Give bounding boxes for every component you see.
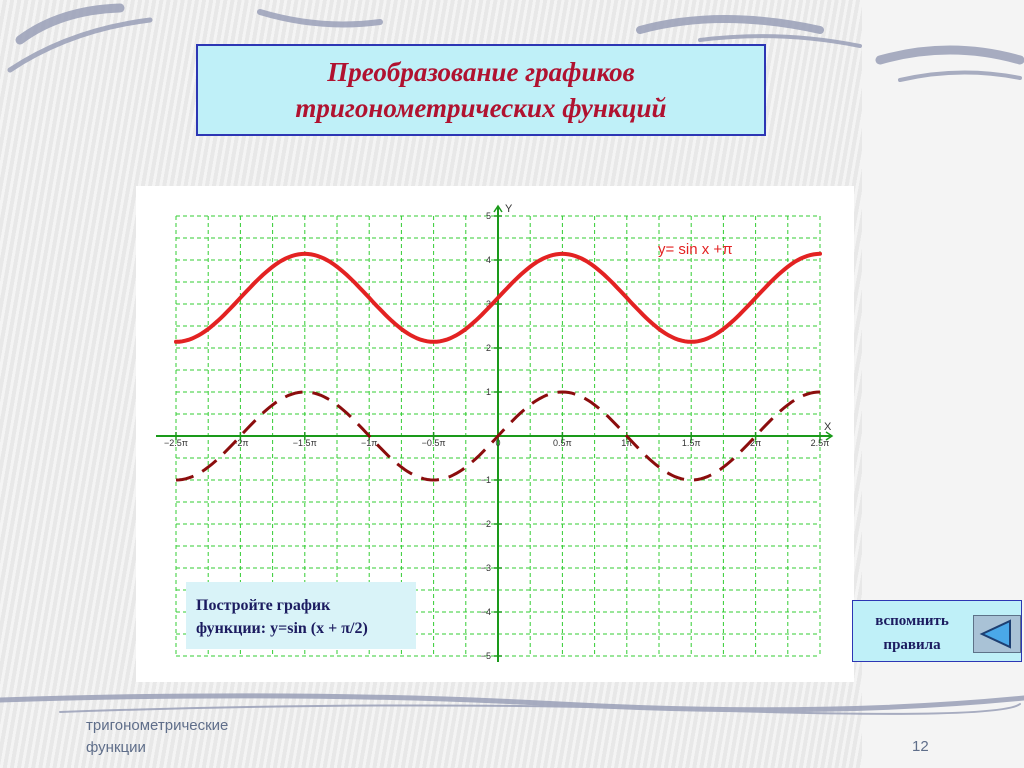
x-tick-label: −1π [361, 438, 377, 448]
x-tick-label: 0.5π [553, 438, 572, 448]
y-tick-label: 4 [486, 255, 491, 265]
y-tick-label: 5 [486, 211, 491, 221]
x-axis-arrow [825, 431, 834, 441]
x-tick-label: 0 [495, 438, 500, 448]
x-tick-label: −2π [232, 438, 248, 448]
y-tick-label: 1 [486, 387, 491, 397]
x-axis-label: X [824, 421, 832, 433]
task-box: Постройте график функции: y=sin (x + π/2… [186, 582, 416, 649]
task-line-2: функции: y=sin (x + π/2) [196, 620, 368, 637]
remind-rules-box[interactable]: вспомнить правила [852, 600, 1022, 662]
left-triangle-icon [979, 619, 1011, 649]
x-tick-label: −2.5π [164, 438, 188, 448]
task-line-1: Постройте график [196, 597, 331, 614]
footer-topic: тригонометрические функции [86, 715, 228, 759]
title-line-2: тригонометрических функций [295, 93, 667, 123]
series-shifted-curve [174, 251, 822, 344]
page-number: 12 [912, 738, 929, 755]
series-base-curve [175, 390, 821, 482]
title-box: Преобразование графиков тригонометрическ… [196, 44, 766, 136]
y-tick-label: −5 [481, 651, 491, 661]
x-tick-label: 2.5π [811, 438, 830, 448]
y-tick-label: −4 [481, 607, 491, 617]
back-button[interactable] [973, 615, 1021, 653]
remind-rules-label: вспомнить правила [853, 609, 971, 657]
x-tick-label: 2π [750, 438, 761, 448]
y-tick-label: −1 [481, 475, 491, 485]
remind-line-2: правила [883, 637, 941, 653]
x-tick-label: 1π [621, 438, 632, 448]
y-axis-arrow [493, 204, 503, 213]
remind-line-1: вспомнить [875, 613, 949, 629]
y-tick-label: −2 [481, 519, 491, 529]
y-tick-label: 3 [486, 299, 491, 309]
y-tick-label: 2 [486, 343, 491, 353]
x-tick-label: −1.5π [293, 438, 317, 448]
x-tick-label: −0.5π [422, 438, 446, 448]
x-tick-label: 1.5π [682, 438, 701, 448]
y-axis-label: Y [505, 203, 513, 215]
y-tick-label: −3 [481, 563, 491, 573]
footer-line-2: функции [86, 739, 146, 756]
footer-line-1: тригонометрические [86, 717, 229, 734]
title-line-1: Преобразование графиков [327, 57, 635, 87]
curve-annotation: y= sin x +π [658, 241, 733, 258]
